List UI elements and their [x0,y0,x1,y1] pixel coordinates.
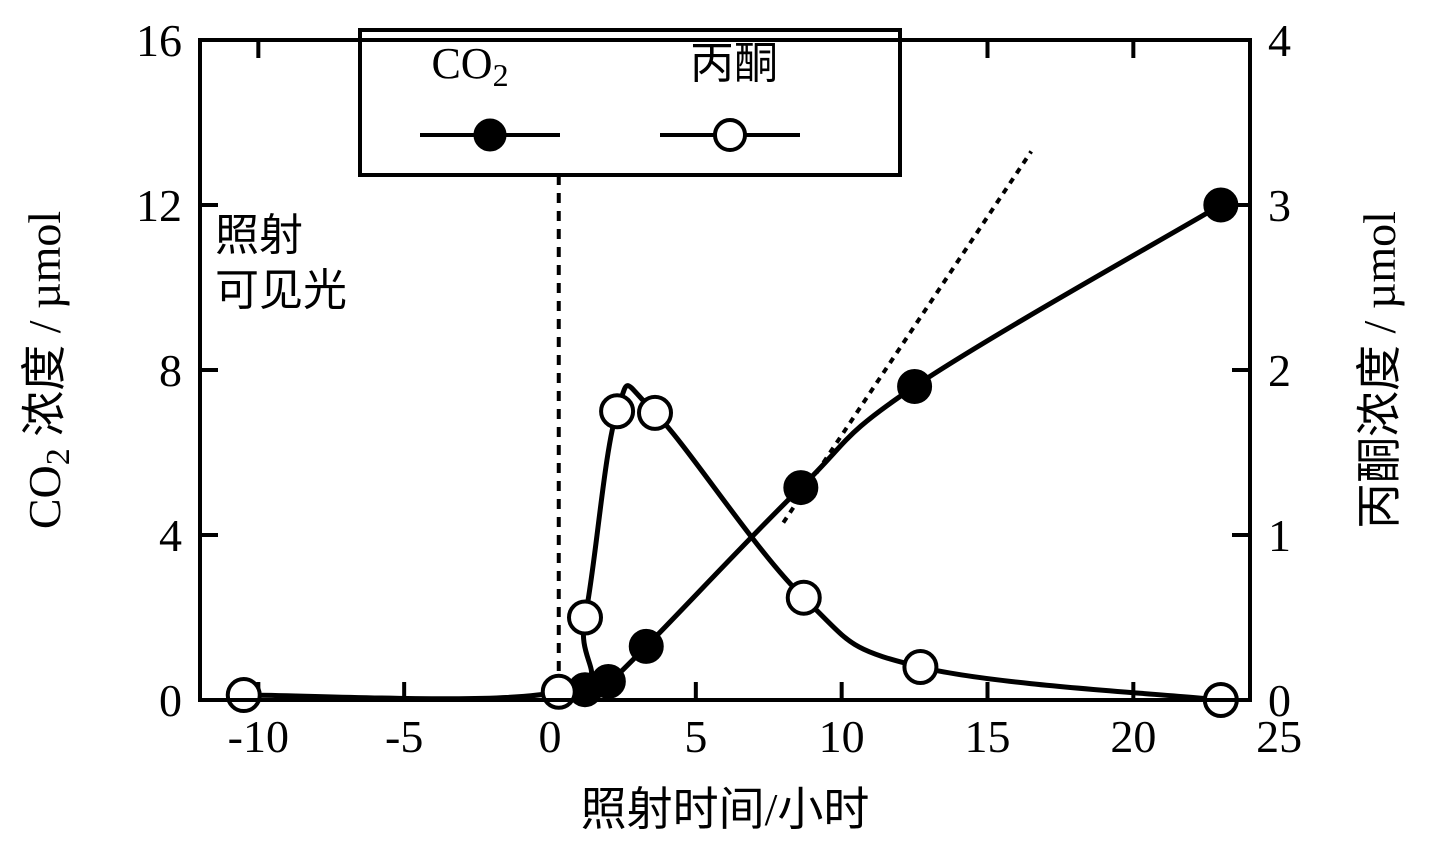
x-tick-label: 5 [684,711,707,762]
x-tick-label: 0 [539,711,562,762]
yl-tick-label: 4 [159,510,182,561]
marker-丙酮 [601,395,633,427]
marker-丙酮 [569,602,601,634]
yl-tick-label: 8 [159,345,182,396]
x-tick-label: -10 [228,711,289,762]
marker-CO2 [630,630,662,662]
series-line-CO2 [559,205,1221,698]
chart-container: -10-50510152025048121601234照射时间/小时CO2 浓度… [0,0,1452,868]
x-axis-label: 照射时间/小时 [581,784,870,835]
yl-tick-label: 12 [136,180,182,231]
yr-tick-label: 0 [1268,675,1291,726]
yr-tick-label: 3 [1268,180,1291,231]
yl-tick-label: 0 [159,675,182,726]
marker-丙酮 [639,397,671,429]
yr-tick-label: 4 [1268,15,1291,66]
marker-丙酮 [543,676,575,708]
yr-tick-label: 1 [1268,510,1291,561]
x-tick-label: 10 [819,711,865,762]
x-tick-label: 20 [1110,711,1156,762]
annotation-line-2: 可见光 [215,266,347,315]
marker-丙酮 [904,651,936,683]
marker-CO2 [785,472,817,504]
y-right-axis-label: 丙酮浓度 / µmol [1354,211,1405,529]
legend-marker-co2 [475,120,505,150]
yr-tick-label: 2 [1268,345,1291,396]
annotation-line-1: 照射 [215,211,303,260]
marker-CO2 [592,665,624,697]
marker-CO2 [899,371,931,403]
series-line-丙酮 [244,386,1221,700]
legend-marker-acetone [715,120,745,150]
yl-tick-label: 16 [136,15,182,66]
legend-label-acetone: 丙酮 [690,39,778,88]
marker-丙酮 [228,679,260,711]
x-tick-label: -5 [385,711,423,762]
chart-svg: -10-50510152025048121601234照射时间/小时CO2 浓度… [0,0,1452,868]
marker-丙酮 [788,582,820,614]
y-left-axis-label: CO2 浓度 / µmol [19,211,77,529]
x-tick-label: 15 [965,711,1011,762]
marker-CO2 [1205,189,1237,221]
